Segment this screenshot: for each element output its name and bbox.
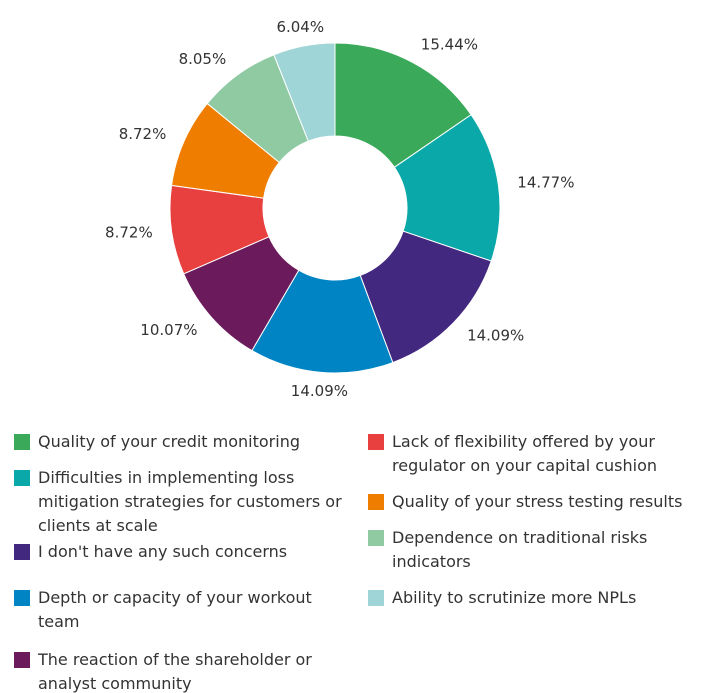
legend-label: Quality of your credit monitoring	[38, 432, 300, 451]
chart: 15.44% 14.77% 14.09% 14.09% 10.07% 8.72% 8.72%…	[105, 18, 574, 400]
legend-item: Quality of your credit monitoring	[14, 430, 350, 454]
legend-label: Difficulties in implementing loss mitiga…	[38, 468, 342, 535]
pie-slice	[393, 114, 501, 262]
legend-label: Lack of flexibility offered by your regu…	[392, 432, 658, 475]
data-label: 8.05%	[179, 50, 227, 68]
legend-label: Dependence on traditional risks indicato…	[392, 528, 648, 571]
legend-label: The reaction of the shareholder or analy…	[38, 650, 312, 693]
data-label: 14.09%	[467, 327, 524, 345]
legend-item: The reaction of the shareholder or analy…	[14, 648, 350, 693]
data-label: 14.09%	[291, 382, 348, 400]
legend-item: Difficulties in implementing loss mitiga…	[14, 466, 350, 538]
legend-swatch	[368, 530, 384, 546]
legend-swatch	[368, 434, 384, 450]
data-label: 10.07%	[140, 321, 197, 339]
data-label: 8.72%	[105, 224, 153, 242]
legend-item: Ability to scrutinize more NPLs	[368, 586, 698, 610]
legend-label: Depth or capacity of your workout team	[38, 588, 312, 631]
legend-item: Quality of your stress testing results	[368, 490, 698, 514]
legend-swatch	[14, 544, 30, 560]
legend-label: I don't have any such concerns	[38, 542, 288, 561]
legend-label: Ability to scrutinize more NPLs	[392, 588, 637, 607]
legend-item: Depth or capacity of your workout team	[14, 586, 350, 634]
pie-slice	[334, 42, 472, 169]
data-label: 14.77%	[517, 173, 574, 191]
data-label: 8.72%	[119, 125, 167, 143]
data-label: 15.44%	[421, 36, 478, 54]
data-label: 6.04%	[276, 18, 324, 36]
pie-slice	[273, 42, 336, 142]
legend-swatch	[14, 652, 30, 668]
legend-swatch	[14, 590, 30, 606]
legend-swatch	[368, 590, 384, 606]
legend-swatch	[14, 470, 30, 486]
legend-item: Dependence on traditional risks indicato…	[368, 526, 698, 574]
legend-swatch	[368, 494, 384, 510]
legend-swatch	[14, 434, 30, 450]
legend-label: Quality of your stress testing results	[392, 492, 683, 511]
legend-item: I don't have any such concerns	[14, 540, 350, 564]
legend-item: Lack of flexibility offered by your regu…	[368, 430, 698, 478]
